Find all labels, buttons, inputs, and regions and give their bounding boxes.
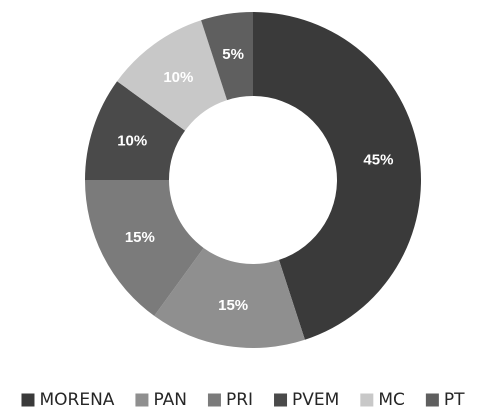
legend-swatch-mc bbox=[360, 393, 374, 407]
legend-item-morena: MORENA bbox=[21, 390, 115, 410]
slice-label-pt: 5% bbox=[222, 46, 244, 63]
legend-swatch-pt bbox=[425, 393, 439, 407]
slice-label-pri: 15% bbox=[125, 229, 155, 246]
slice-label-pan: 15% bbox=[218, 297, 248, 314]
slice-pri bbox=[85, 180, 204, 316]
legend-item-mc: MC bbox=[360, 390, 405, 410]
slice-labels: 45% 15% 15% 10% 10% 5% bbox=[117, 46, 393, 314]
legend-swatch-pvem bbox=[274, 393, 288, 407]
legend-label-pri: PRI bbox=[226, 390, 253, 410]
slice-label-mc: 10% bbox=[163, 69, 193, 86]
slice-label-morena: 45% bbox=[363, 152, 393, 169]
legend-item-pri: PRI bbox=[207, 390, 253, 410]
slice-morena bbox=[253, 12, 421, 340]
legend-swatch-morena bbox=[21, 393, 35, 407]
legend-swatch-pan bbox=[135, 393, 149, 407]
legend-label-pan: PAN bbox=[153, 390, 187, 410]
legend: MORENA PAN PRI PVEM MC PT bbox=[21, 390, 465, 410]
slice-label-pvem: 10% bbox=[117, 132, 147, 149]
legend-label-pt: PT bbox=[444, 390, 465, 410]
donut-slices bbox=[85, 12, 421, 348]
legend-item-pan: PAN bbox=[135, 390, 187, 410]
slice-pt bbox=[201, 12, 253, 101]
slice-pvem bbox=[85, 81, 186, 180]
legend-item-pvem: PVEM bbox=[274, 390, 339, 410]
legend-swatch-pri bbox=[207, 393, 221, 407]
slice-pan bbox=[154, 247, 305, 348]
legend-label-mc: MC bbox=[378, 390, 405, 410]
legend-item-pt: PT bbox=[425, 390, 465, 410]
legend-label-morena: MORENA bbox=[39, 390, 114, 410]
slice-mc bbox=[117, 20, 228, 131]
legend-label-pvem: PVEM bbox=[292, 390, 339, 410]
